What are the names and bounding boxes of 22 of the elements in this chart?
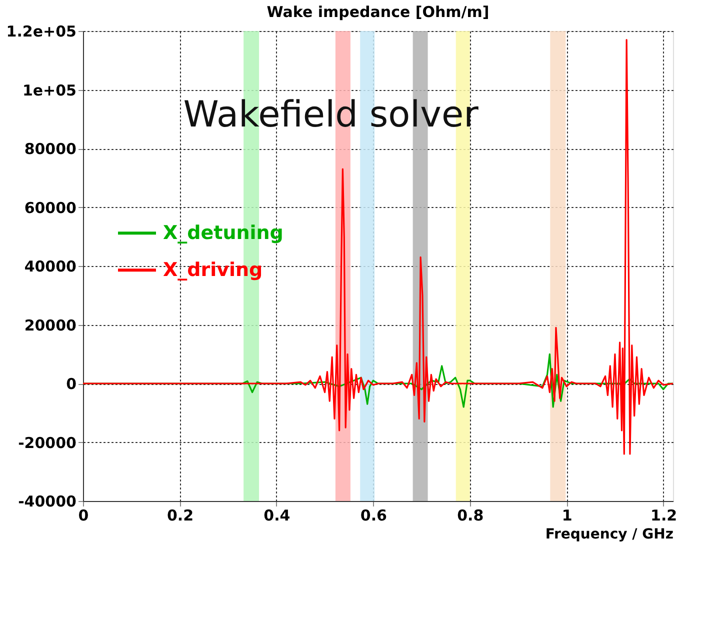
y-tick-label: 60000 [24, 198, 76, 217]
x-tick-label: 0.4 [264, 506, 290, 524]
y-tick-label: 20000 [24, 316, 76, 334]
y-tick-label: 80000 [24, 140, 76, 158]
x-tick-label: 0 [78, 506, 89, 524]
line-series [82, 39, 674, 455]
x-tick-label: 1 [562, 506, 572, 524]
legend-label: X_driving [163, 259, 263, 282]
x-tick-label: 0.6 [360, 506, 387, 524]
annotation: Wakefield solver [183, 94, 479, 136]
x-tick-label: 0.8 [457, 506, 484, 524]
y-tick-label: 0 [66, 375, 76, 393]
y-tick-label: -20000 [18, 434, 76, 452]
y-tick-label: 1e+05 [22, 81, 76, 100]
x-axis-title: Frequency / GHz [545, 526, 674, 542]
y-tick-label: -40000 [18, 492, 76, 510]
x-tick-label: 0.2 [166, 506, 194, 524]
legend-label: X_detuning [163, 222, 284, 244]
y-tick-label: 1.2e+05 [6, 22, 76, 40]
x-tick-label: 1.2 [650, 506, 678, 524]
chart-title: Wake impedance [Ohm/m] [266, 3, 490, 21]
y-tick-label: 40000 [24, 258, 76, 276]
